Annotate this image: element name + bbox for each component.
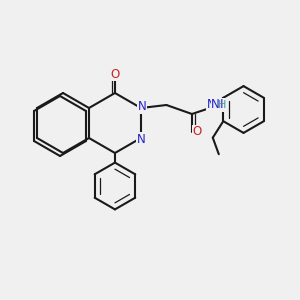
Text: O: O xyxy=(110,68,120,81)
Text: O: O xyxy=(193,125,202,139)
Text: N: N xyxy=(136,133,145,146)
Text: NH: NH xyxy=(207,98,224,112)
Text: N: N xyxy=(138,100,146,113)
Text: H: H xyxy=(218,100,226,110)
Text: N: N xyxy=(211,98,220,112)
